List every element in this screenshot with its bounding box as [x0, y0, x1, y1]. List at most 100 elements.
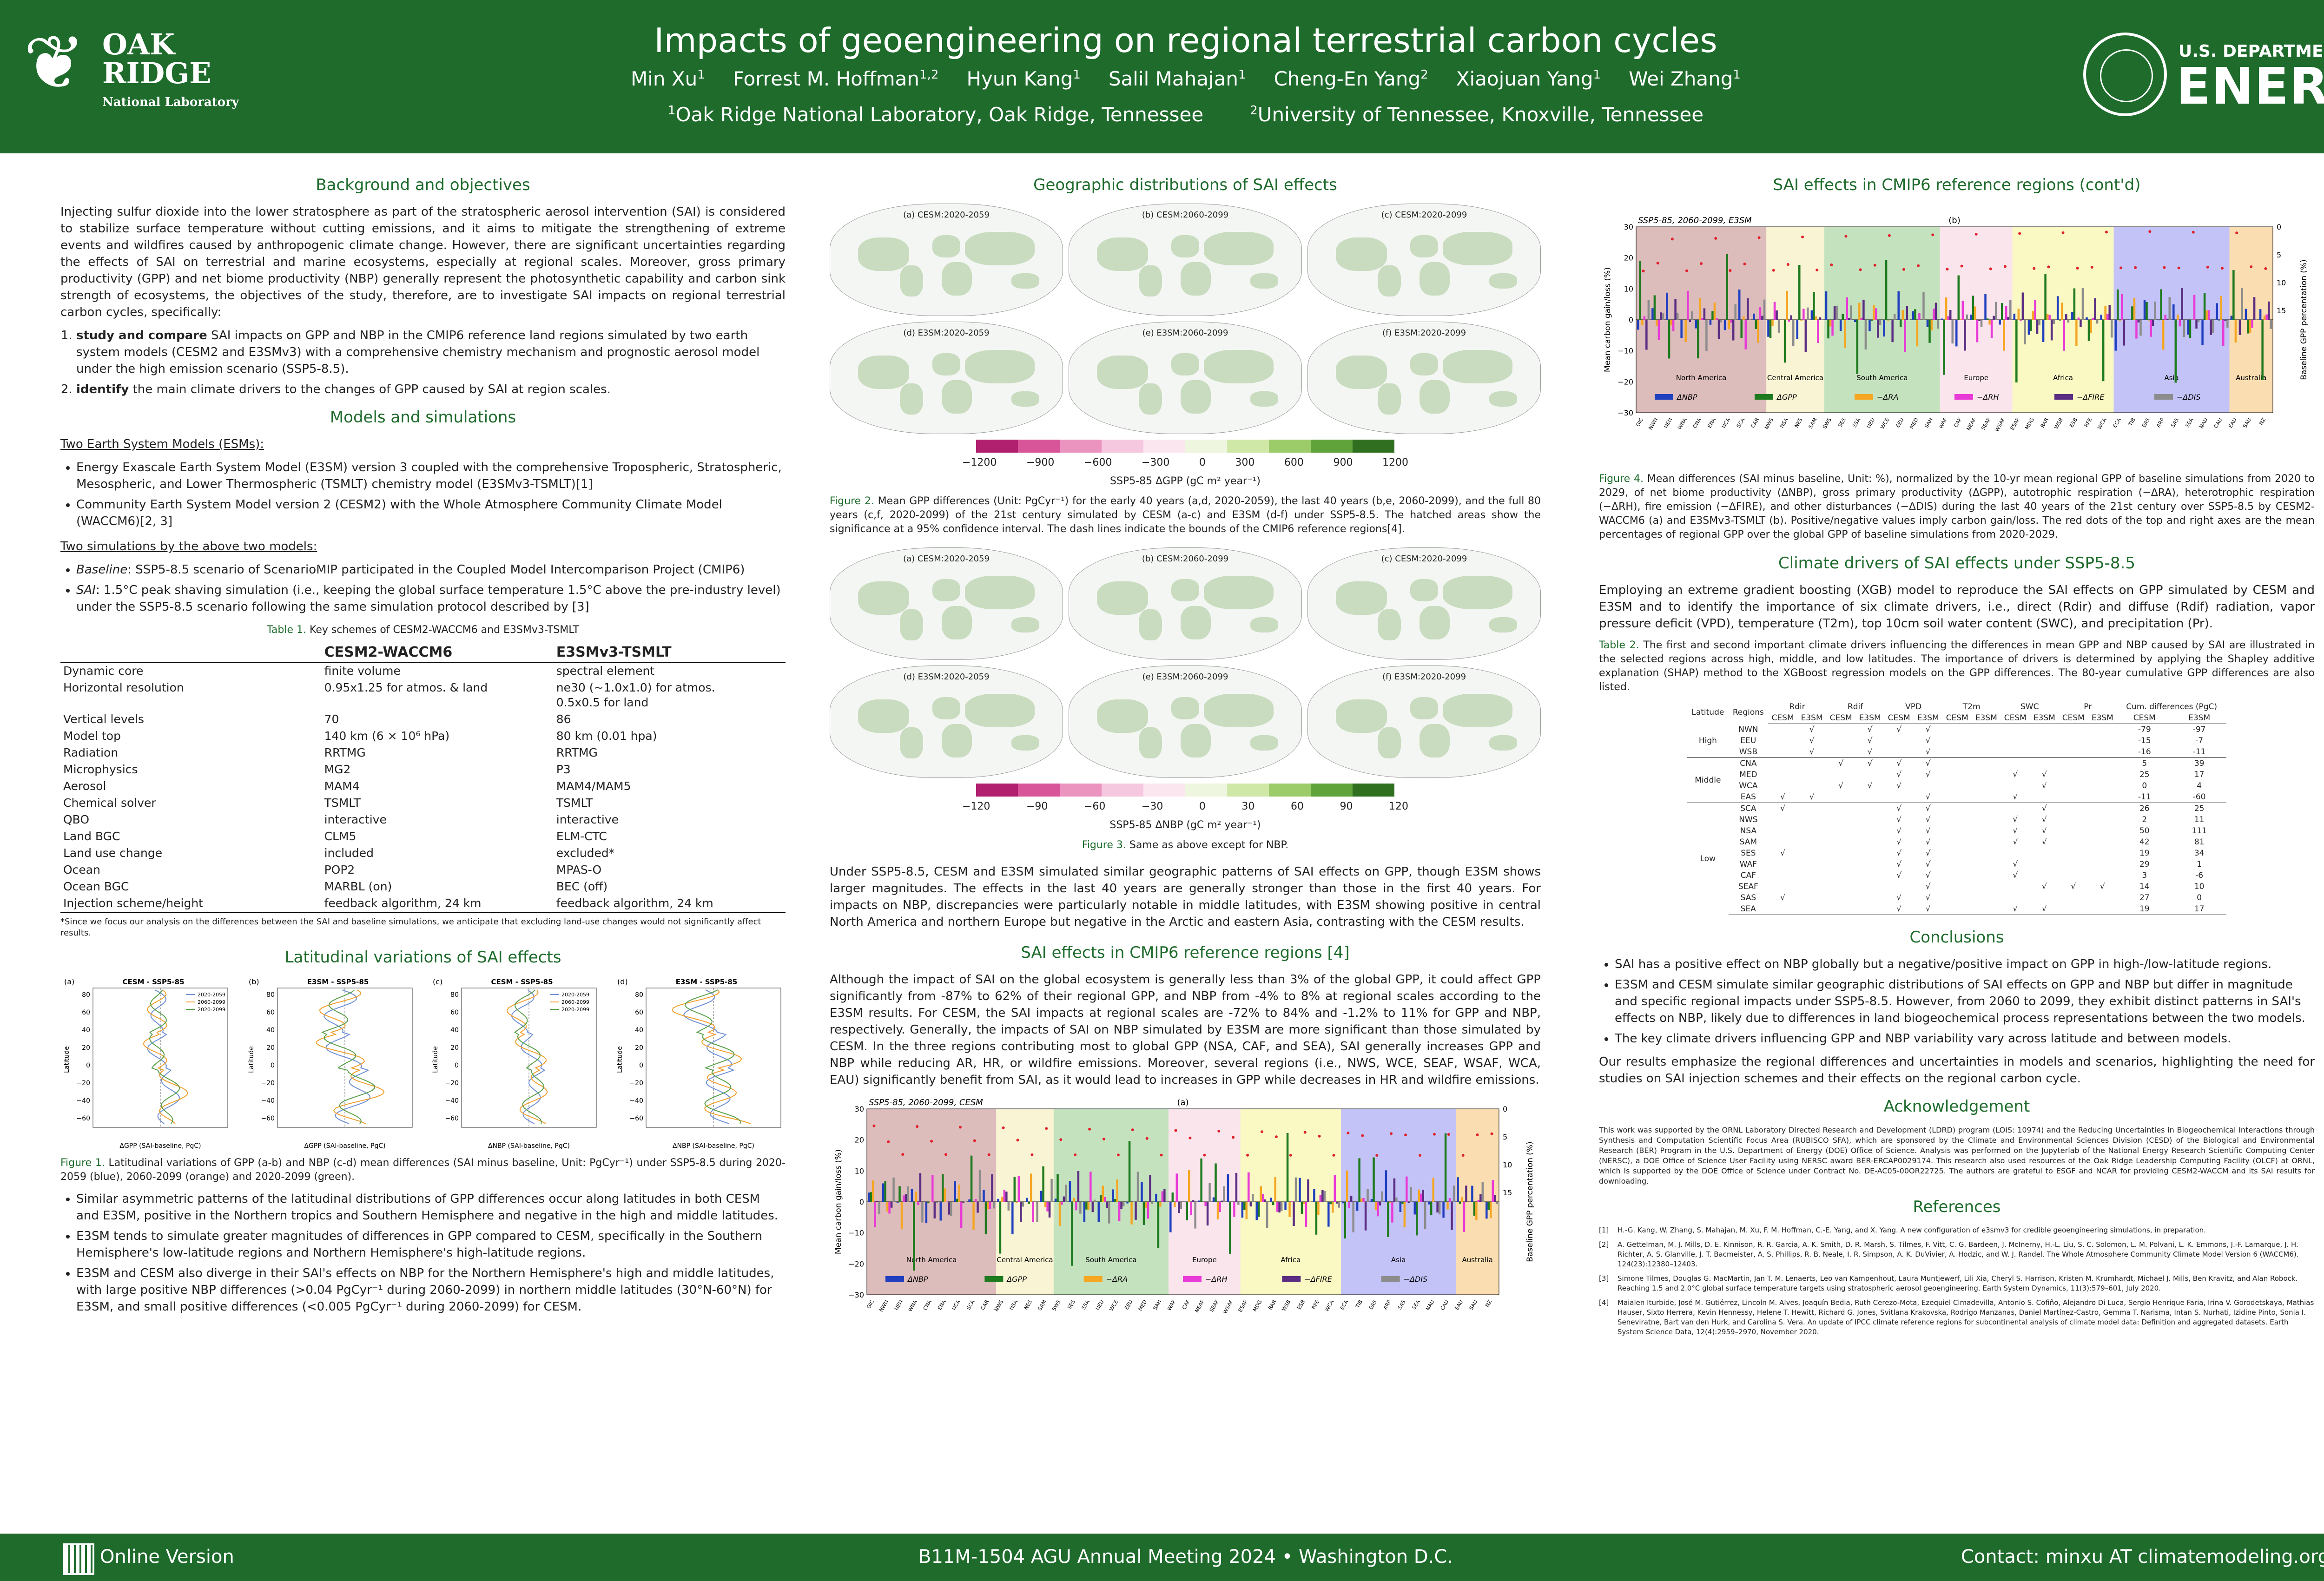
legend-swatch	[1183, 1276, 1202, 1282]
driver-cell: √	[2030, 803, 2059, 814]
bar	[1290, 1201, 1293, 1202]
region-code-label: SAU	[1468, 1299, 1479, 1311]
bar	[2046, 314, 2049, 320]
bar	[1974, 306, 1976, 320]
bar	[2222, 320, 2225, 346]
land-shape	[1204, 694, 1274, 727]
bar	[2251, 320, 2253, 328]
land-shape	[1419, 724, 1450, 758]
world-map: (b) CESM:2060-2099	[1069, 204, 1302, 316]
bar	[1831, 320, 1834, 336]
bar	[1367, 1189, 1369, 1202]
bar	[2121, 294, 2123, 320]
bar	[1815, 316, 1817, 320]
driver-cell	[1972, 837, 2000, 848]
table-cell: Radiation	[63, 746, 119, 759]
land-shape	[1410, 235, 1438, 258]
qr-code-icon[interactable]	[63, 1543, 94, 1575]
colorbar-segment	[1102, 784, 1143, 797]
region-code-label: CAR	[980, 1299, 990, 1311]
bar	[2189, 320, 2192, 338]
land-shape	[1489, 273, 1517, 289]
bar	[1206, 1202, 1209, 1226]
driver-cell: √	[1896, 725, 1902, 734]
bar	[1056, 1174, 1059, 1202]
cum-diff-cell: -79	[2138, 725, 2151, 734]
driver-cell	[2000, 892, 2030, 903]
legend-label: −ΔRA	[1877, 393, 1898, 402]
legend-swatch	[1755, 394, 1773, 400]
drivers-table: Latitude Regions Rdir Rdif VPD T2m SWC Pr Cum. d…	[1687, 701, 2226, 915]
bar	[882, 1183, 885, 1202]
bar	[1848, 318, 1850, 320]
map-label: (f) E3SM:2020-2099	[1382, 672, 1466, 682]
continent-label: Australia	[1462, 1256, 1492, 1264]
land-shape	[1181, 724, 1211, 758]
y-tick-label: 60	[450, 1009, 459, 1016]
bar	[1792, 320, 1795, 346]
bar	[1235, 1173, 1238, 1202]
gpp-share-dot	[1289, 1153, 1292, 1157]
bullet-item: Similar asymmetric patterns of the latit…	[76, 1191, 786, 1224]
legend-label: −ΔRH	[1205, 1275, 1228, 1284]
bar	[1169, 1202, 1172, 1232]
bar	[1346, 1170, 1348, 1202]
table-subheader: E3SM	[1914, 712, 1943, 724]
driver-cell: √	[2000, 903, 2030, 915]
land-shape	[1410, 353, 1438, 376]
gpp-colorbar-label: SSP5-85 ΔGPP (gC m² year⁻¹)	[1110, 475, 1261, 487]
bar	[1350, 1195, 1353, 1202]
driver-cell	[1942, 848, 1972, 859]
gpp-share-dot	[1974, 232, 1978, 236]
table-row: SES √ √ √ 19 34	[1687, 848, 2226, 859]
driver-cell	[1942, 746, 1972, 758]
legend-swatch	[1282, 1276, 1301, 1282]
bar	[2032, 311, 2034, 320]
table-row: Model top 140 km (6 × 10⁶ hPa) 80 km (0.01…	[60, 728, 786, 744]
bar	[1726, 254, 1728, 320]
bar	[1753, 313, 1755, 320]
bar	[1011, 1202, 1014, 1234]
world-map: (c) CESM:2020-2099	[1307, 547, 1541, 660]
bar	[1494, 1195, 1496, 1202]
continent-label: North America	[906, 1256, 957, 1264]
land-shape	[965, 350, 1035, 383]
table-row: Microphysics MG2 P3	[60, 761, 786, 778]
gpp-share-dot	[901, 1153, 905, 1156]
bar	[2005, 306, 2007, 320]
simulation-list: Baseline: SSP5-8.5 scenario of ScenarioM…	[60, 561, 786, 615]
bar	[1827, 320, 1829, 339]
bar	[2061, 303, 2063, 320]
bar	[1215, 1163, 1217, 1202]
gpp-colorbar-ticks: −1200 −900 −600 −300 0 300 600 900 1200	[962, 455, 1408, 471]
land-shape	[942, 262, 972, 296]
reference-text: H.-G. Kang, W. Zhang, S. Mahajan, M. Xu,…	[1618, 1226, 2206, 1234]
land-shape	[1250, 617, 1278, 633]
bar	[1747, 298, 1749, 320]
chart-tag: (a)	[1177, 1098, 1188, 1107]
bar	[1492, 1180, 1494, 1202]
region-code-label: SAM	[1807, 417, 1818, 429]
contact-info: Contact: minxu AT climatemodeling.org	[1961, 1546, 2324, 1568]
cum-diff-cell: 0	[2197, 893, 2202, 902]
bar	[1216, 1202, 1219, 1219]
gpp-share-dot	[1931, 233, 1934, 237]
region-code-label: GIC	[865, 1299, 875, 1310]
table-row: Horizontal resolution 0.95x1.25 for atmos…	[60, 679, 786, 711]
world-map: (e) E3SM:2060-2099	[1069, 665, 1302, 778]
table-row: Injection scheme/height feedback algorith…	[60, 895, 786, 913]
region-code-label: SSA	[1081, 1299, 1091, 1311]
section-title-regions-cont: SAI effects in CMIP6 reference regions (…	[1773, 176, 2141, 194]
table1-caption: Table 1. Key schemes of CESM2-WACCM6 and…	[267, 624, 579, 636]
reference-item: [2] A. Gettelman, M. J. Mills, D. E. Kinn…	[1599, 1240, 2315, 1269]
table1-footnote: *Since we focus our analysis on the diff…	[60, 917, 761, 938]
cum-diff-cell: 3	[2142, 871, 2147, 880]
bar	[1769, 320, 1772, 338]
bar	[1017, 1176, 1020, 1202]
section-title-conclusions: Conclusions	[1909, 928, 2004, 947]
driver-cell: √	[1896, 837, 1902, 847]
online-version-link[interactable]: Online Version	[100, 1546, 234, 1568]
bar	[1999, 320, 2001, 325]
region-code-label: NSA	[1779, 417, 1789, 429]
cum-diff-cell: -97	[2192, 725, 2206, 734]
